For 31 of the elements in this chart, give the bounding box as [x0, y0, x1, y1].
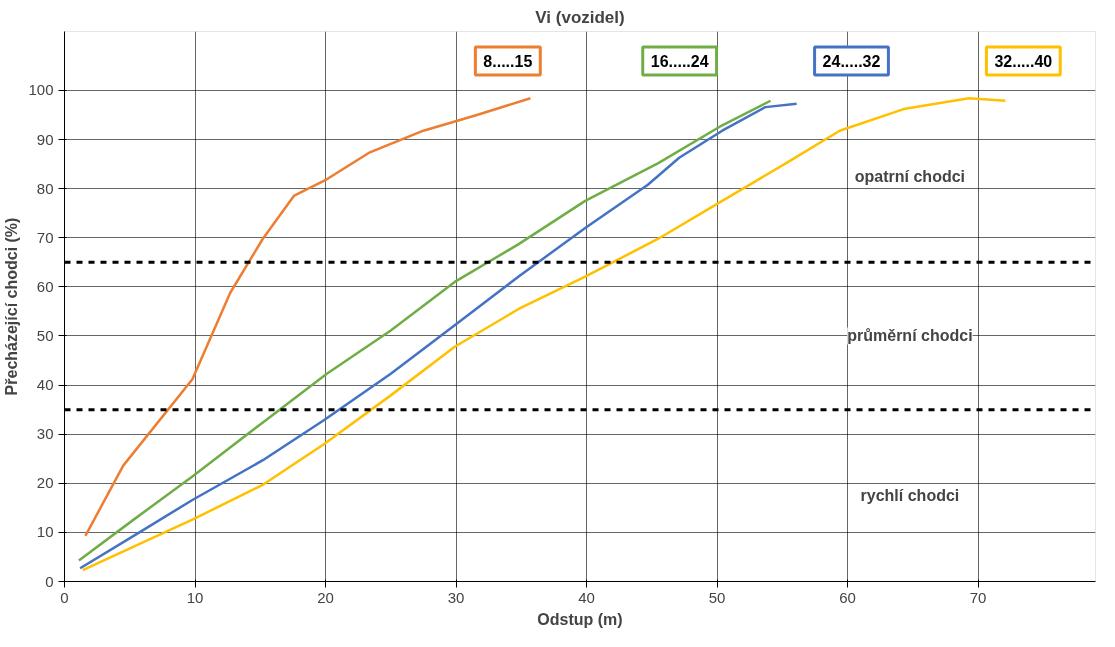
- x-tick-label: 60: [839, 588, 856, 606]
- x-axis-title: Odstup (m): [537, 610, 623, 628]
- text: 24.....32: [822, 52, 881, 70]
- series-label: 8.....15: [483, 52, 533, 70]
- annotation: rychlí chodci: [860, 487, 960, 505]
- annotation: průměrní chodci: [847, 327, 973, 345]
- y-tick-label: 100: [28, 81, 54, 99]
- series-label: 32.....40: [994, 52, 1053, 70]
- x-tick-label: 20: [317, 588, 334, 606]
- y-tick-label: 30: [36, 425, 54, 443]
- y-tick-label: 50: [36, 326, 54, 344]
- y-tick-label: 40: [36, 376, 54, 394]
- annotation: opatrní chodci: [854, 167, 966, 185]
- line-series: [81, 97, 1007, 572]
- text: 16.....24: [650, 52, 709, 70]
- y-tick-label: 60: [36, 277, 54, 295]
- x-tick-label: 0: [60, 588, 69, 606]
- y-axis-title: Přecházející chodci (%): [3, 217, 21, 396]
- line-series: [84, 97, 532, 538]
- x-tick-label: 40: [578, 588, 595, 606]
- y-tick-label: 0: [45, 572, 54, 590]
- y-tick-label: 20: [36, 474, 54, 492]
- legend-title: Vi (vozidel): [535, 7, 625, 27]
- x-tick-label: 50: [708, 588, 726, 606]
- y-tick-label: 10: [36, 523, 54, 541]
- y-tick-label: 90: [36, 130, 54, 148]
- x-tick-label: 70: [969, 588, 987, 606]
- x-tick-label: 10: [186, 588, 204, 606]
- x-tick-label: 30: [447, 588, 465, 606]
- y-tick-label: 80: [36, 179, 54, 197]
- y-tick-label: 70: [36, 228, 54, 246]
